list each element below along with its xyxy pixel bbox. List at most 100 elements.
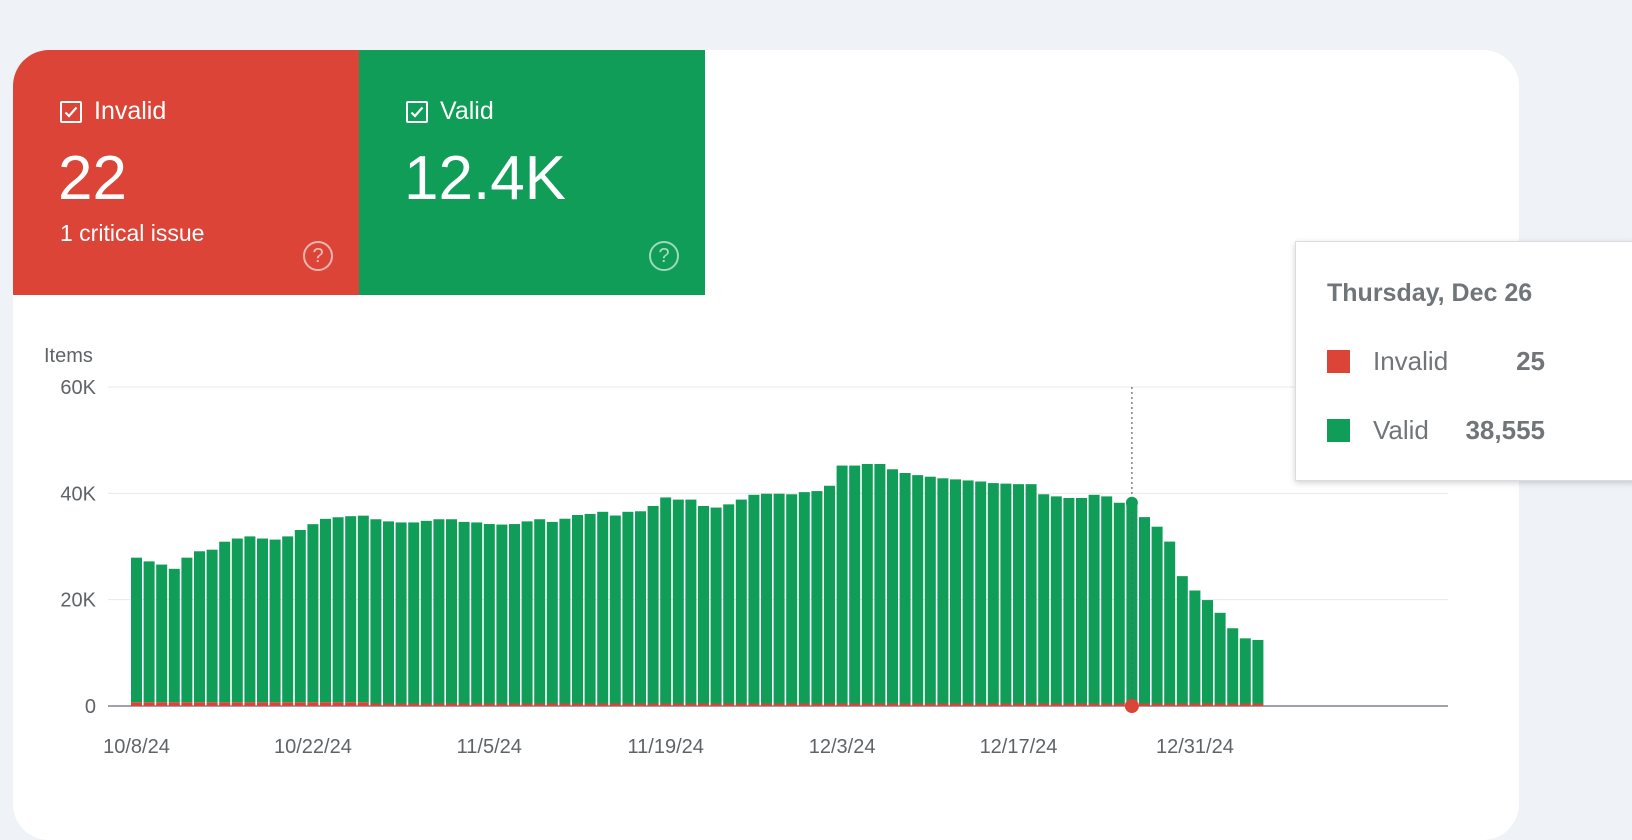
x-tick-label: 11/5/24 xyxy=(457,736,522,758)
y-tick-label: 0 xyxy=(85,696,96,718)
bar-invalid xyxy=(307,702,319,706)
bar-valid xyxy=(584,513,596,704)
bar-valid xyxy=(1050,496,1062,704)
bar-invalid xyxy=(206,702,218,706)
bar-invalid xyxy=(1076,703,1087,706)
bar-valid xyxy=(786,494,798,704)
bar-valid xyxy=(345,516,357,703)
bar-valid xyxy=(496,524,508,704)
bar-valid xyxy=(1038,494,1050,704)
bar-invalid xyxy=(874,703,886,706)
bar-invalid xyxy=(1252,703,1264,706)
bar-invalid xyxy=(546,703,558,706)
bar-valid xyxy=(420,520,432,704)
bar-invalid xyxy=(357,702,369,706)
items-chart[interactable]: Items 0 20K 40K 60K 10/8/24 10/22/24 11/5/24 11/… xyxy=(0,0,1632,816)
bar-invalid xyxy=(231,702,243,706)
bar-valid xyxy=(899,472,911,704)
bar-invalid xyxy=(622,703,634,706)
tooltip-date: Thursday, Dec 26 xyxy=(1327,279,1533,307)
bar-valid xyxy=(836,465,848,704)
bar-valid xyxy=(824,485,835,704)
bar-invalid xyxy=(395,703,407,706)
bar-valid xyxy=(383,521,394,704)
bar-invalid xyxy=(408,703,420,706)
bar-invalid xyxy=(181,702,193,706)
report-card: Invalid 22 1 critical issue ? Valid 12.4… xyxy=(13,50,1519,840)
bar-valid xyxy=(887,469,898,704)
bar-invalid xyxy=(320,702,331,706)
bar-valid xyxy=(660,497,672,704)
bar-valid xyxy=(912,475,924,704)
bar-invalid xyxy=(798,703,810,706)
valid-tile-header: Valid xyxy=(406,97,494,126)
bar-invalid xyxy=(521,703,533,706)
bar-valid xyxy=(761,493,772,704)
bar-valid xyxy=(320,518,331,703)
bar-valid xyxy=(332,517,344,703)
bar-valid xyxy=(446,519,457,704)
invalid-tile[interactable]: Invalid 22 1 critical issue ? xyxy=(13,50,359,295)
bar-valid xyxy=(257,538,268,703)
bar-valid xyxy=(849,465,861,704)
bar-valid xyxy=(546,521,558,704)
tooltip-row-valid: Valid 38,555 xyxy=(1327,415,1545,446)
invalid-count: 22 xyxy=(58,144,127,213)
hover-point-invalid xyxy=(1124,699,1139,713)
bar-valid xyxy=(1101,496,1113,704)
bar-invalid xyxy=(496,703,508,706)
bar-valid xyxy=(521,521,533,704)
bar-valid xyxy=(433,519,445,704)
bar-invalid xyxy=(143,702,155,706)
bar-valid xyxy=(219,541,231,703)
valid-tile[interactable]: Valid 12.4K ? xyxy=(359,50,705,295)
bar-valid xyxy=(1013,484,1024,704)
bar-invalid xyxy=(559,703,571,706)
bar-invalid xyxy=(597,703,609,706)
x-tick-label: 11/19/24 xyxy=(628,736,704,758)
bar-invalid xyxy=(257,702,268,706)
bar-valid xyxy=(1076,497,1087,704)
bar-invalid xyxy=(1013,703,1024,706)
bar-invalid xyxy=(861,703,873,706)
bar-invalid xyxy=(698,703,709,706)
bar-invalid xyxy=(572,703,583,706)
valid-checkbox[interactable] xyxy=(406,100,428,123)
bar-valid xyxy=(1151,526,1163,704)
bar-invalid xyxy=(1164,703,1176,706)
bar-valid xyxy=(206,549,218,703)
bar-invalid xyxy=(786,703,798,706)
bar-invalid xyxy=(937,703,949,706)
bar-invalid xyxy=(887,703,898,706)
bar-invalid xyxy=(824,703,835,706)
bar-valid xyxy=(962,480,974,704)
bar-invalid xyxy=(1038,703,1050,706)
bar-invalid xyxy=(811,703,823,706)
bar-valid xyxy=(597,511,609,704)
bar-valid xyxy=(1189,590,1201,704)
bar-invalid xyxy=(433,703,445,706)
bar-invalid xyxy=(761,703,772,706)
bar-invalid xyxy=(609,703,621,706)
bar-invalid xyxy=(471,703,483,706)
tooltip-name-invalid: Invalid xyxy=(1373,346,1449,376)
bar-valid xyxy=(710,507,722,704)
valid-help-icon[interactable]: ? xyxy=(649,241,679,271)
bar-valid xyxy=(408,522,420,704)
bar-invalid xyxy=(509,703,520,706)
bar-invalid xyxy=(420,703,432,706)
bar-valid xyxy=(685,499,697,704)
bar-invalid xyxy=(458,703,470,706)
bar-invalid xyxy=(1227,703,1239,706)
invalid-help-icon[interactable]: ? xyxy=(303,241,333,271)
tooltip-swatch-valid xyxy=(1327,419,1350,442)
x-tick-label: 12/3/24 xyxy=(809,736,876,758)
bar-valid xyxy=(395,522,407,704)
bar-invalid xyxy=(710,703,722,706)
invalid-checkbox[interactable] xyxy=(60,100,82,123)
bar-invalid xyxy=(534,703,546,706)
bar-valid xyxy=(1239,638,1251,704)
bar-valid xyxy=(1252,639,1264,704)
bar-invalid xyxy=(168,702,180,706)
bar-invalid xyxy=(1050,703,1062,706)
